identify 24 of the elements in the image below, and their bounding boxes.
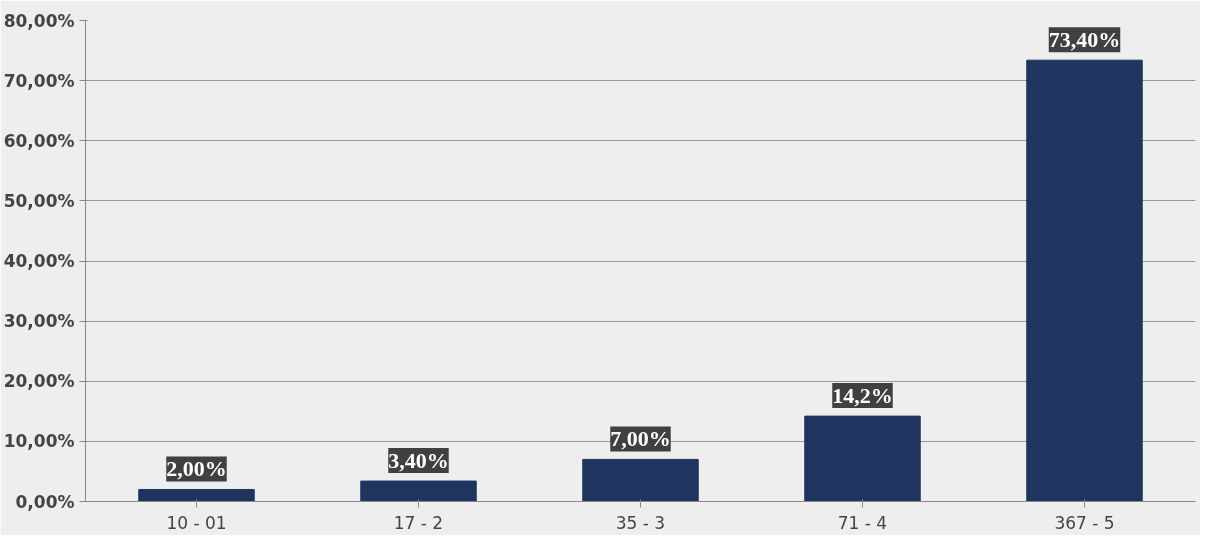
data-label: 3,40% [388, 448, 449, 474]
x-tick-label: 10 - 01 [166, 512, 227, 533]
bar [582, 458, 699, 502]
y-tick-label: 0,00% [15, 491, 75, 512]
bar [360, 480, 477, 502]
y-tick-label: 10,00% [3, 431, 75, 452]
data-label: 2,00% [166, 456, 227, 482]
data-label: 7,00% [610, 426, 671, 452]
bar [138, 488, 255, 502]
bar [804, 415, 921, 502]
bar [1026, 59, 1143, 502]
data-label: 73,40% [1048, 27, 1121, 53]
x-tick-label: 71 - 4 [837, 512, 888, 533]
y-tick-label: 20,00% [3, 371, 75, 392]
data-label: 14,2% [832, 383, 893, 409]
x-tick-label: 17 - 2 [393, 512, 444, 533]
x-tick-label: 35 - 3 [615, 512, 666, 533]
y-tick-label: 30,00% [3, 311, 75, 332]
y-tick-label: 80,00% [3, 10, 75, 31]
y-tick-label: 60,00% [3, 130, 75, 151]
y-tick-label: 40,00% [3, 251, 75, 271]
y-tick-label: 70,00% [3, 70, 75, 91]
x-tick-label: 367 - 5 [1054, 512, 1115, 533]
y-tick-label: 50,00% [3, 190, 75, 211]
